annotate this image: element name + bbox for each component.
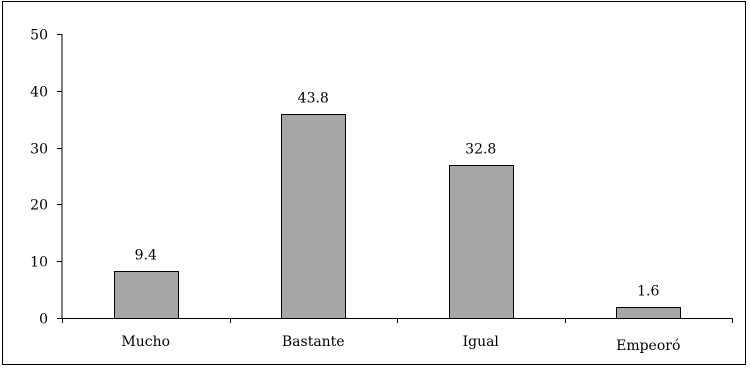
bar-mucho <box>114 271 179 319</box>
y-axis: 0 10 20 30 40 50 <box>30 28 63 328</box>
category-label: Bastante <box>282 334 345 350</box>
data-label: 32.8 <box>465 142 496 158</box>
y-tick-label: 30 <box>30 142 48 158</box>
category-label: Empeoró <box>616 338 680 354</box>
y-tick-label: 20 <box>30 198 48 214</box>
category-label: Mucho <box>121 334 170 350</box>
y-tick-label: 40 <box>30 85 48 101</box>
y-tick-label: 0 <box>39 312 48 328</box>
data-label: 1.6 <box>637 284 659 300</box>
category-labels: Mucho Bastante Igual Empeoró <box>121 334 680 354</box>
data-label: 43.8 <box>298 91 329 107</box>
bars <box>114 114 681 319</box>
bar-igual <box>449 165 514 319</box>
bar-empeoró <box>616 307 681 319</box>
bar-bastante <box>281 114 346 319</box>
y-tick-label: 50 <box>30 28 48 44</box>
category-label: Igual <box>463 334 500 350</box>
y-tick-label: 10 <box>30 255 48 271</box>
data-labels: 9.4 43.8 32.8 1.6 <box>135 91 660 300</box>
data-label: 9.4 <box>135 248 157 264</box>
